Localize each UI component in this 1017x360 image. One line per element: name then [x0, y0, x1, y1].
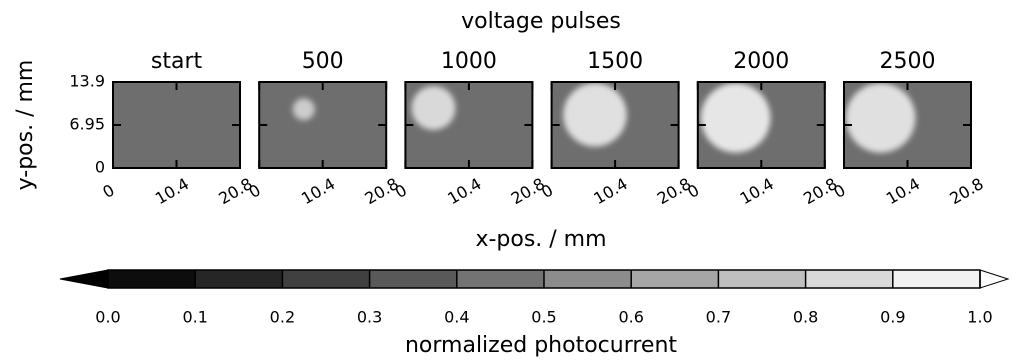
colorbar-segment [108, 270, 195, 288]
colorbar-segment [718, 270, 805, 288]
panel-image [552, 82, 679, 168]
colorbar-segment [457, 270, 544, 288]
colorbar-segment [631, 270, 718, 288]
background [113, 82, 240, 168]
colorbar-tick-label: 0.7 [706, 308, 731, 327]
x-tick-label: 0 [99, 180, 117, 202]
colorbar-tick-label: 0.1 [182, 308, 207, 327]
spot [563, 83, 627, 147]
panel-title: 1000 [441, 49, 497, 74]
y-tick-label: 13.9 [69, 72, 105, 91]
y-tick-label: 0 [95, 158, 105, 177]
spot [846, 83, 916, 153]
panel-image [113, 82, 240, 168]
colorbar-tick-label: 0.9 [880, 308, 905, 327]
x-tick-label: 10.4 [444, 174, 484, 208]
y-tick-label: 6.95 [69, 115, 105, 134]
colorbar-tick-label: 0.2 [270, 308, 295, 327]
colorbar-segment [370, 270, 457, 288]
colorbar-segment [282, 270, 369, 288]
x-tick-label: 20.8 [946, 174, 986, 208]
colorbar-extension [60, 270, 108, 288]
x-tick-label: 0 [392, 180, 410, 202]
x-tick-label: 10.4 [152, 174, 192, 208]
colorbar-tick-label: 0.5 [531, 308, 556, 327]
spot [412, 86, 456, 130]
figure-title: voltage pulses [461, 9, 621, 34]
panel-title: 1500 [587, 49, 643, 74]
panel-image [405, 82, 532, 168]
x-tick-label: 10.4 [883, 174, 923, 208]
panel-image [259, 82, 386, 168]
panel-title: 500 [302, 49, 344, 74]
figure: voltage pulses x-pos. / mm y-pos. / mm n… [0, 0, 1017, 360]
panel-title: 2500 [880, 49, 936, 74]
panel-title: 2000 [733, 49, 789, 74]
x-tick-label: 0 [246, 180, 264, 202]
colorbar-segment [544, 270, 631, 288]
panel-image [844, 82, 971, 168]
panel-title: start [151, 49, 203, 74]
background [259, 82, 386, 168]
colorbar-tick-label: 1.0 [967, 308, 992, 327]
x-axis-label: x-pos. / mm [475, 227, 606, 252]
x-tick-label: 10.4 [590, 174, 630, 208]
x-tick-label: 0 [830, 180, 848, 202]
colorbar-segment [893, 270, 980, 288]
y-axis-label: y-pos. / mm [13, 60, 38, 191]
spot [293, 98, 315, 120]
colorbar-extension [980, 270, 1008, 288]
colorbar-tick-label: 0.3 [357, 308, 382, 327]
colorbar-tick-label: 0.4 [444, 308, 469, 327]
colorbar-segment [806, 270, 893, 288]
colorbar-segment [195, 270, 282, 288]
x-tick-label: 0 [538, 180, 556, 202]
x-tick-label: 10.4 [737, 174, 777, 208]
x-tick-label: 10.4 [298, 174, 338, 208]
colorbar-tick-label: 0.6 [618, 308, 643, 327]
x-tick-label: 0 [684, 180, 702, 202]
spot [701, 83, 771, 153]
colorbar-tick-label: 0.0 [95, 308, 120, 327]
colorbar-tick-label: 0.8 [793, 308, 818, 327]
panel-image [698, 82, 825, 168]
colorbar-label: normalized photocurrent [405, 333, 677, 358]
